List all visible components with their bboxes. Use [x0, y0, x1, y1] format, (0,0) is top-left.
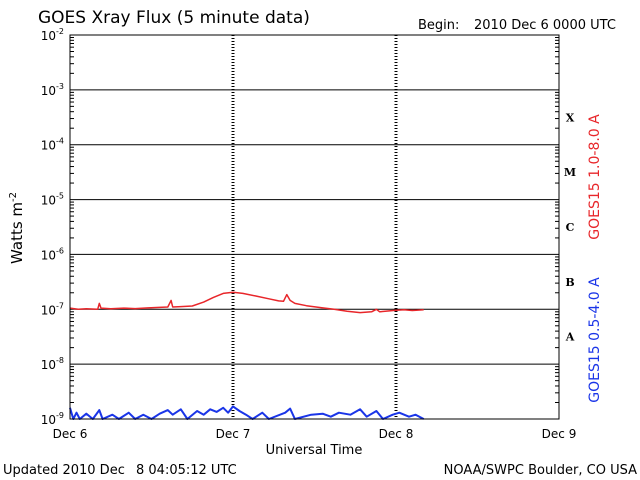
y-tick-label: 10-5: [41, 192, 64, 208]
flare-class-c: C: [566, 221, 575, 234]
x-tick-label: Dec 8: [379, 427, 414, 441]
legend-long-channel: GOES15 1.0-8.0 A: [587, 114, 603, 240]
x-tick-label: Dec 6: [53, 427, 88, 441]
y-axis-label-exp: -2: [8, 192, 19, 202]
flare-class-x: X: [566, 111, 575, 124]
flare-class-b: B: [565, 276, 574, 289]
y-tick-label: 10-3: [41, 82, 64, 98]
updated-label: Updated 2010 Dec: [3, 463, 125, 478]
begin-value: 2010 Dec 6 0000 UTC: [474, 18, 616, 33]
y-axis-label: Watts m-2: [8, 192, 26, 264]
y-tick-label: 10-6: [41, 246, 64, 262]
y-tick-label: 10-2: [41, 27, 64, 43]
series-long-channel-line: [69, 291, 424, 314]
plot-frame: [69, 34, 560, 420]
legend-short-channel: GOES15 0.5-4.0 A: [587, 277, 603, 403]
y-axis-label-base: Watts m: [8, 202, 26, 264]
series-short-channel-line: [69, 405, 425, 420]
flare-class-m: M: [564, 166, 576, 179]
flare-class-a: A: [565, 331, 575, 344]
credit-text: NOAA/SWPC Boulder, CO USA: [444, 463, 637, 478]
chart-title: GOES Xray Flux (5 minute data): [38, 8, 310, 28]
series-layer: [69, 291, 425, 420]
x-tick-label: Dec 7: [216, 427, 251, 441]
chart-grid: [70, 35, 559, 419]
y-tick-label: 10-8: [41, 356, 64, 372]
begin-label: Begin:: [418, 18, 459, 33]
y-tick-label: 10-9: [41, 411, 64, 427]
y-tick-label: 10-4: [41, 137, 64, 153]
flare-class-labels: A B C M X: [564, 111, 576, 343]
updated-value: 8 04:05:12 UTC: [136, 463, 237, 478]
y-tick-label: 10-7: [41, 301, 64, 317]
x-tick-label: Dec 9: [542, 427, 577, 441]
x-axis-label: Universal Time: [266, 443, 363, 458]
x-tick-labels: Dec 6 Dec 7 Dec 8 Dec 9: [53, 427, 577, 441]
y-tick-labels: 10-9 10-8 10-7 10-6 10-5 10-4 10-3 10-2: [41, 27, 64, 427]
